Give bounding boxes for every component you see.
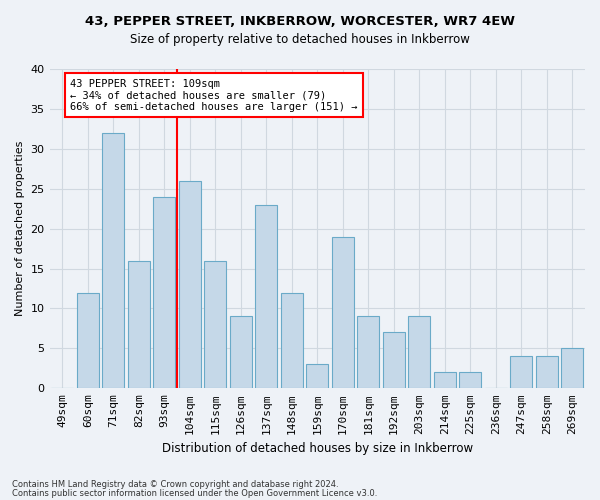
Bar — [562, 348, 583, 389]
Bar — [179, 181, 200, 388]
Bar — [332, 236, 353, 388]
Bar — [154, 196, 175, 388]
Bar — [383, 332, 404, 388]
Bar — [307, 364, 328, 388]
Y-axis label: Number of detached properties: Number of detached properties — [15, 141, 25, 316]
Text: 43, PEPPER STREET, INKBERROW, WORCESTER, WR7 4EW: 43, PEPPER STREET, INKBERROW, WORCESTER,… — [85, 15, 515, 28]
X-axis label: Distribution of detached houses by size in Inkberrow: Distribution of detached houses by size … — [162, 442, 473, 455]
Text: Contains public sector information licensed under the Open Government Licence v3: Contains public sector information licen… — [12, 488, 377, 498]
Bar — [281, 292, 302, 388]
Bar — [460, 372, 481, 388]
Bar — [103, 133, 124, 388]
Bar — [256, 204, 277, 388]
Text: Size of property relative to detached houses in Inkberrow: Size of property relative to detached ho… — [130, 32, 470, 46]
Text: Contains HM Land Registry data © Crown copyright and database right 2024.: Contains HM Land Registry data © Crown c… — [12, 480, 338, 489]
Bar — [434, 372, 455, 388]
Bar — [77, 292, 98, 388]
Bar — [511, 356, 532, 388]
Bar — [128, 260, 149, 388]
Text: 43 PEPPER STREET: 109sqm
← 34% of detached houses are smaller (79)
66% of semi-d: 43 PEPPER STREET: 109sqm ← 34% of detach… — [70, 78, 358, 112]
Bar — [536, 356, 557, 388]
Bar — [205, 260, 226, 388]
Bar — [230, 316, 251, 388]
Bar — [409, 316, 430, 388]
Bar — [358, 316, 379, 388]
